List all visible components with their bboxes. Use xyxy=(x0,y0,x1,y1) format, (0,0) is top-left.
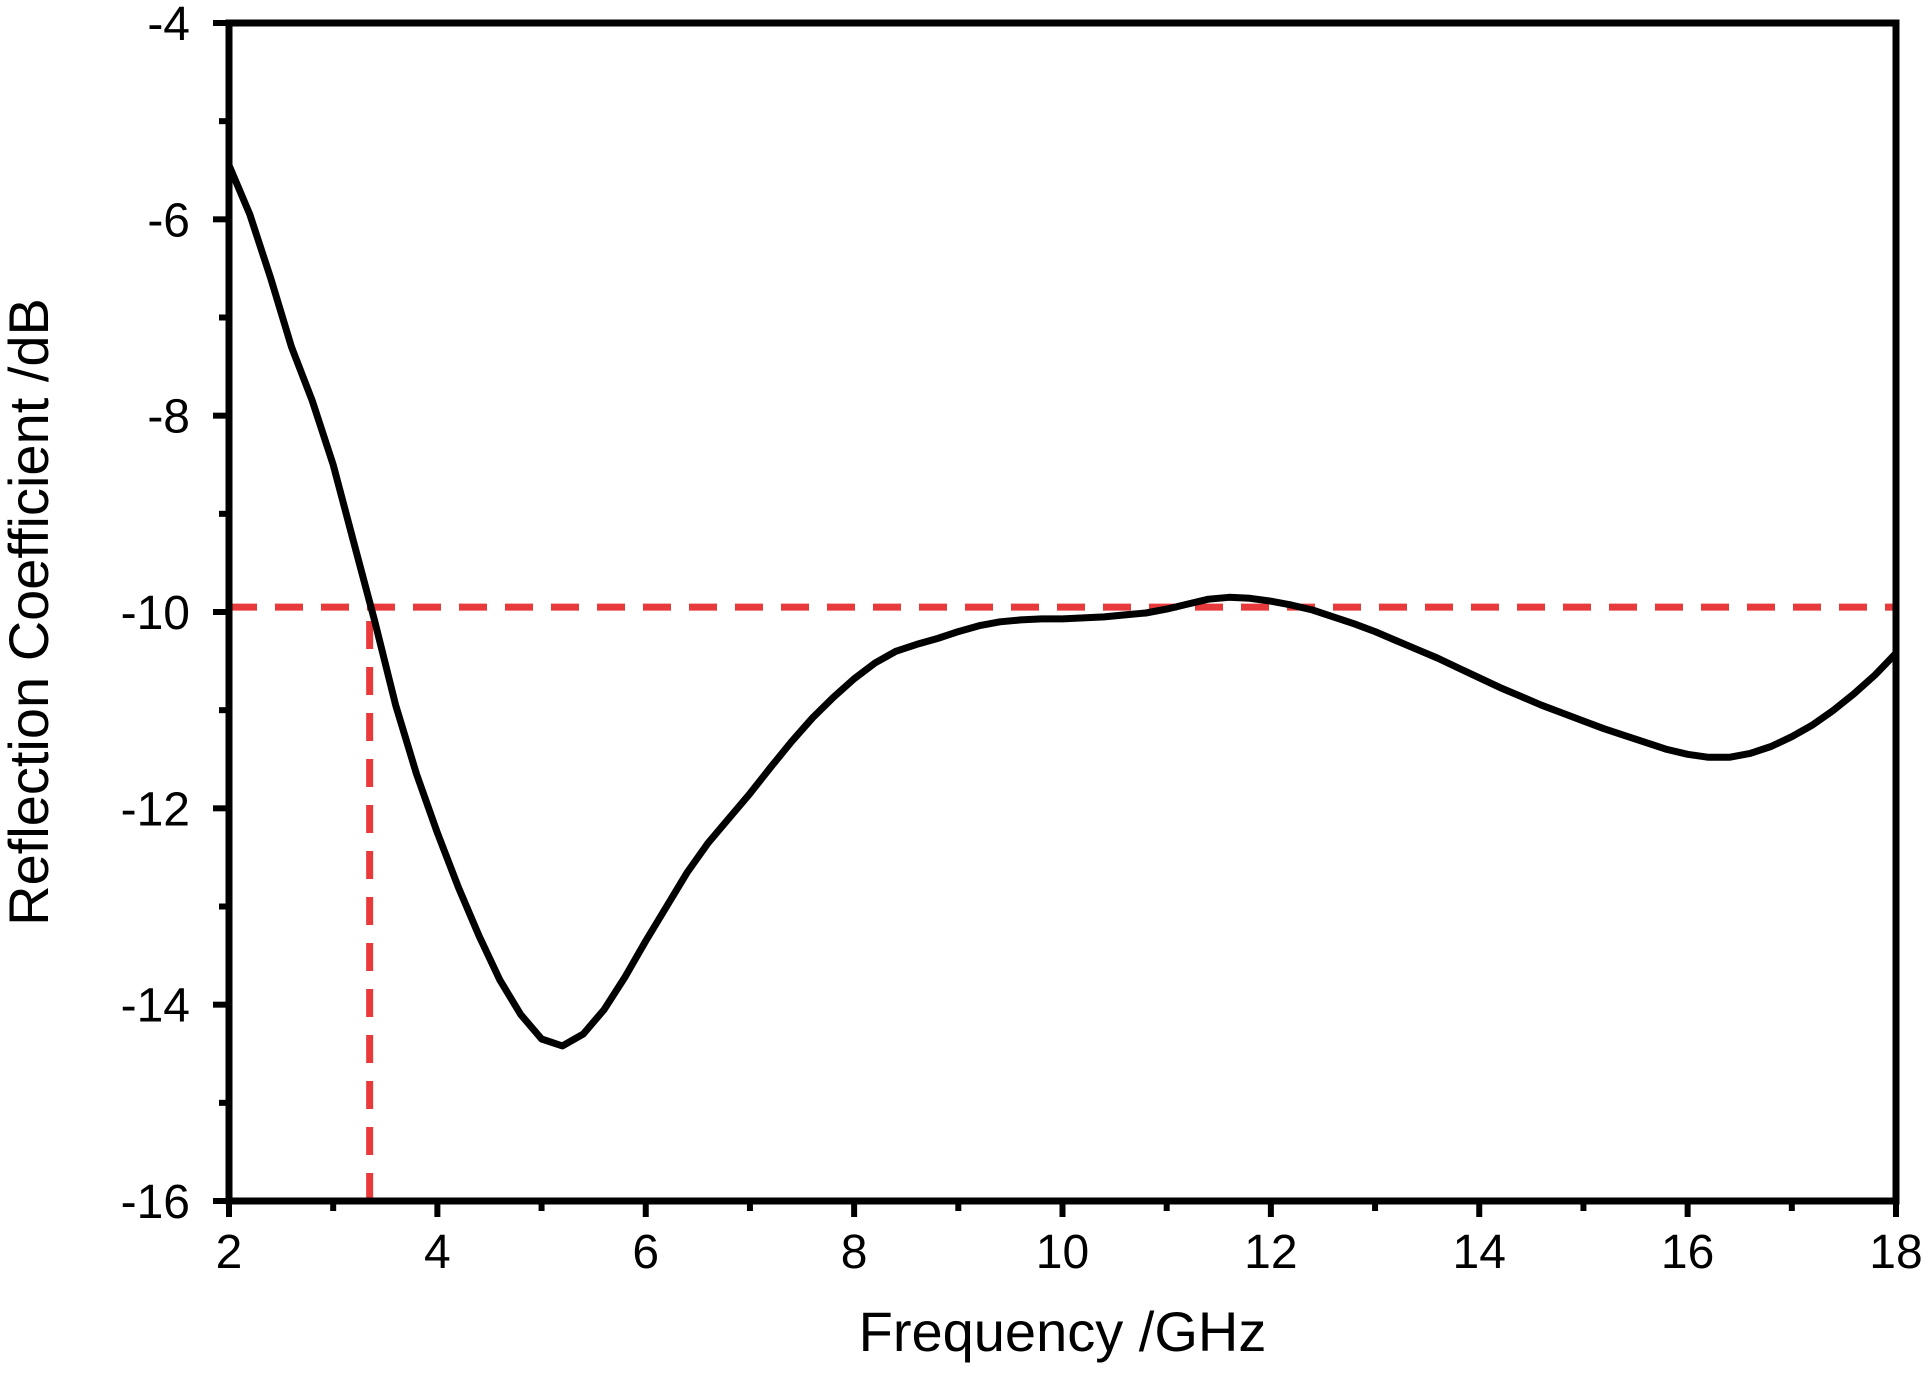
x-tick-label: 18 xyxy=(1869,1226,1922,1279)
x-axis-title: Frequency /GHz xyxy=(859,1300,1267,1363)
y-axis-ticks: -16 -14 -12 -10 -8 -6 -4 xyxy=(121,0,229,1229)
x-tick-label: 12 xyxy=(1244,1226,1297,1279)
x-tick-label: 10 xyxy=(1036,1226,1089,1279)
x-tick-label: 4 xyxy=(424,1226,451,1279)
x-tick-label: 14 xyxy=(1453,1226,1506,1279)
x-tick-label: 8 xyxy=(841,1226,868,1279)
y-tick-label: -8 xyxy=(147,391,190,444)
y-tick-label: -12 xyxy=(121,783,190,836)
x-tick-label: 16 xyxy=(1661,1226,1714,1279)
y-tick-label: -10 xyxy=(121,587,190,640)
x-tick-label: 6 xyxy=(632,1226,659,1279)
series-layer xyxy=(225,161,1900,1050)
reference-lines xyxy=(229,603,1896,1201)
x-tick-label: 2 xyxy=(216,1226,243,1279)
y-axis-title: Reflection Coefficient /dB xyxy=(0,298,60,926)
y-tick-label: -16 xyxy=(121,1176,190,1229)
y-tick-label: -14 xyxy=(121,980,190,1033)
y-tick-label: -4 xyxy=(147,0,190,51)
y-tick-label: -6 xyxy=(147,194,190,247)
x-axis-ticks: 2 4 6 8 10 12 14 16 18 xyxy=(216,1201,1923,1279)
series-line-0 xyxy=(225,161,1900,1050)
plot-frame xyxy=(225,19,1900,1205)
